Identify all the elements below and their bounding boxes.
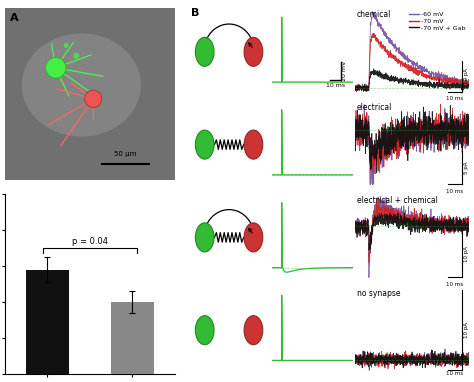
Text: 10 ms: 10 ms	[447, 189, 464, 194]
Text: 10 pA: 10 pA	[464, 246, 469, 262]
Circle shape	[244, 130, 263, 159]
Text: A: A	[10, 13, 18, 23]
Circle shape	[195, 37, 214, 66]
Ellipse shape	[64, 43, 68, 48]
Circle shape	[195, 130, 214, 159]
Text: 10 pA: 10 pA	[464, 322, 469, 338]
Circle shape	[195, 223, 214, 252]
Ellipse shape	[46, 58, 66, 78]
Circle shape	[195, 316, 214, 345]
Circle shape	[244, 223, 263, 252]
Text: chemical: chemical	[357, 10, 391, 19]
Text: 50 μm: 50 μm	[114, 151, 137, 157]
Circle shape	[244, 37, 263, 66]
Ellipse shape	[73, 53, 79, 59]
Text: B: B	[191, 8, 199, 18]
Circle shape	[244, 316, 263, 345]
Text: 5 pA: 5 pA	[464, 161, 469, 174]
Text: 10 ms: 10 ms	[447, 282, 464, 286]
Text: no synapse: no synapse	[357, 289, 401, 298]
Text: 10 ms: 10 ms	[447, 371, 464, 376]
Text: 10 ms: 10 ms	[447, 96, 464, 101]
Ellipse shape	[85, 90, 102, 107]
Ellipse shape	[22, 34, 141, 137]
Text: electrical: electrical	[357, 103, 392, 112]
Text: 10 ms: 10 ms	[326, 83, 345, 88]
Text: p = 0.04: p = 0.04	[72, 237, 108, 246]
Bar	[111, 302, 154, 374]
Text: 20 mV: 20 mV	[342, 61, 347, 81]
Legend: -60 mV, -70 mV, -70 mV + Gab: -60 mV, -70 mV, -70 mV + Gab	[409, 11, 466, 31]
Bar	[26, 270, 69, 374]
Text: 10 pA: 10 pA	[464, 68, 469, 84]
Text: electrical + chemical: electrical + chemical	[357, 196, 438, 205]
